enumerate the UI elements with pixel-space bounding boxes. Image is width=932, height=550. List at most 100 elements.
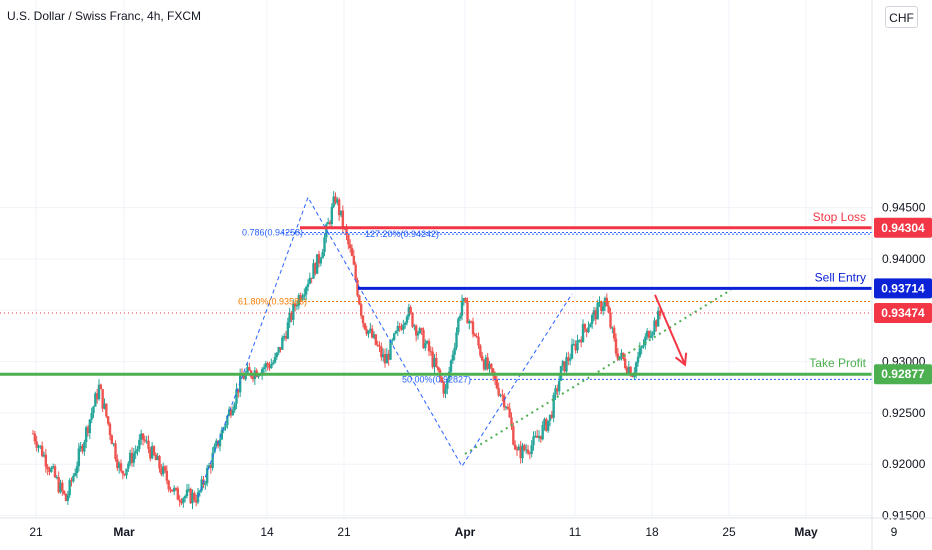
candle-body [42, 454, 46, 457]
candle-body [369, 328, 372, 331]
candle-body [293, 303, 297, 307]
candle-body [614, 338, 618, 354]
candle-body [534, 435, 537, 437]
candle-body [581, 324, 585, 343]
candle-body [394, 331, 398, 334]
candle-body [616, 353, 620, 360]
candle-body [75, 466, 79, 474]
candle-body [491, 368, 495, 376]
candle-body [172, 487, 176, 492]
candle-body [101, 389, 104, 409]
candle-body [374, 334, 378, 345]
candle-body [589, 323, 592, 328]
candle-body [341, 210, 345, 228]
candle-body [156, 456, 159, 461]
time-tick-label: 11 [569, 525, 582, 539]
candle-body [471, 321, 475, 335]
candle-body [279, 347, 282, 350]
candle-body [271, 362, 275, 364]
candle-body [116, 459, 119, 469]
sell-entry-price-text: 0.93714 [881, 281, 925, 295]
candle-body [336, 199, 339, 203]
candle-body [365, 329, 368, 335]
candle-body [158, 456, 161, 469]
time-tick-label: 18 [645, 525, 659, 539]
candle-body [53, 466, 57, 478]
fib-label: 0.786(0.94258) [242, 228, 303, 238]
candle-body [526, 449, 530, 454]
candle-body [237, 389, 240, 393]
price-axis: 0.915000.920000.925000.930000.935000.940… [871, 0, 932, 550]
candle-body [451, 354, 455, 361]
candle-body [61, 482, 64, 492]
currency-button[interactable]: CHF [885, 6, 918, 28]
candle-body [303, 294, 306, 297]
candle-body [295, 305, 299, 307]
candle-body [227, 409, 231, 416]
candle-body [306, 283, 310, 288]
take-profit-price-tag [874, 364, 932, 385]
candle-body [163, 466, 167, 471]
candle-body [486, 357, 489, 369]
candle-body [92, 406, 95, 414]
candle-body [119, 463, 123, 471]
candle-body [563, 361, 566, 372]
candle-body [277, 347, 280, 353]
candle-body [389, 340, 392, 360]
candle-body [425, 341, 429, 344]
candle-body [44, 454, 48, 467]
price-tick-label: 0.94500 [882, 201, 926, 215]
candle-body [600, 301, 603, 312]
candle-body [554, 388, 557, 395]
candle-body [139, 433, 143, 440]
candle-body [59, 482, 62, 493]
candle-body [35, 441, 38, 448]
candle-body [99, 384, 103, 390]
candle-body [123, 473, 126, 476]
candle-body [479, 345, 482, 356]
candle-body [321, 251, 324, 259]
candle-body [325, 224, 328, 238]
candle-body [260, 369, 264, 375]
candle-body [636, 356, 640, 363]
candle-body [150, 446, 154, 459]
candle-body [440, 377, 444, 383]
candle-body [314, 263, 317, 274]
candle-body [645, 331, 649, 337]
drawings: 0.786(0.94258) 127.20%(0.94242) 61.80%(0.9… [0, 196, 872, 498]
candle-body [257, 375, 260, 377]
candle-body [524, 449, 528, 451]
candle-body [537, 435, 541, 438]
candle-body [169, 489, 172, 491]
candle-body [359, 304, 363, 316]
candle-body [330, 206, 334, 225]
candle-body [361, 315, 365, 324]
candle-body [400, 327, 403, 330]
candle-body [634, 362, 638, 373]
candle-body [176, 488, 180, 500]
candle-body [281, 337, 284, 350]
candle-body [572, 343, 576, 345]
candle-body [546, 420, 550, 431]
candle-body [117, 463, 121, 469]
candle-body [552, 394, 555, 418]
candle-body [499, 394, 502, 396]
time-tick-label: Mar [113, 525, 135, 539]
candle-body [108, 423, 112, 436]
candle-body [416, 333, 420, 336]
candle-body [545, 418, 548, 431]
candle-body [215, 440, 218, 447]
candle-body [385, 353, 389, 364]
candle-body [282, 336, 286, 338]
candle-body [312, 263, 315, 279]
candle-body [220, 430, 224, 440]
candle-body [334, 196, 337, 203]
candle-body [154, 454, 158, 461]
candle-body [57, 477, 60, 493]
candle-body [367, 330, 370, 335]
candle-body [493, 375, 497, 380]
stop-loss-price-text: 0.94304 [881, 221, 925, 235]
price-tick-label: 0.94000 [882, 252, 926, 266]
candle-body [161, 466, 165, 475]
